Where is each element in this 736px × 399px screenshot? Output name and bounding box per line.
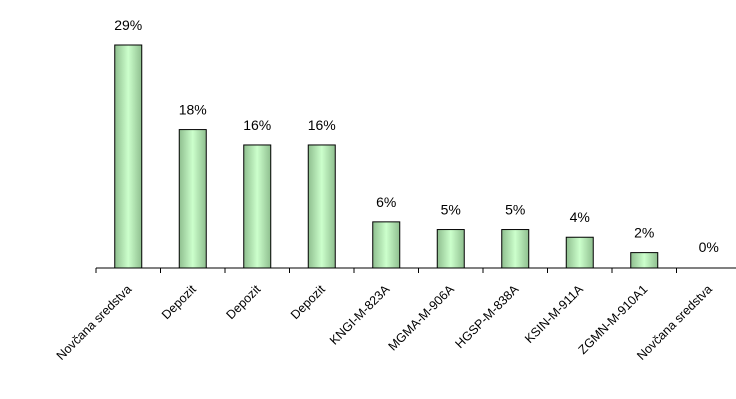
bar — [114, 44, 143, 269]
value-label: 2% — [634, 225, 654, 241]
bar — [372, 221, 401, 269]
value-label: 16% — [308, 117, 336, 133]
category-label: Depozit — [223, 282, 263, 322]
value-label: 0% — [699, 239, 719, 255]
bar — [243, 144, 272, 269]
category-label: MGMA-M-906A — [386, 282, 458, 354]
bar — [307, 144, 336, 269]
category-label: Depozit — [159, 282, 199, 322]
value-label: 6% — [376, 194, 396, 210]
value-label: 4% — [570, 209, 590, 225]
category-label: KNGI-M-823A — [327, 282, 393, 348]
bar — [178, 129, 207, 269]
bars-group — [114, 44, 659, 269]
bar — [630, 252, 659, 269]
bar — [565, 236, 594, 269]
value-label: 5% — [441, 202, 461, 218]
category-label: KSIN-M-911A — [522, 282, 586, 346]
x-axis-ticks-group — [95, 268, 677, 273]
category-label: Novčana sredstva — [54, 282, 135, 363]
value-label: 29% — [114, 17, 142, 33]
bar — [436, 229, 465, 269]
category-label: ZGMN-M-910A1 — [576, 282, 651, 357]
value-labels-group: 29% 18% 16% 16% 6% 5% 5% 4% 2% 0% — [114, 17, 719, 255]
value-label: 18% — [179, 102, 207, 118]
category-labels-group: Novčana sredstva Depozit Depozit Depozit KNG… — [54, 282, 715, 363]
value-label: 16% — [243, 117, 271, 133]
value-label: 5% — [505, 202, 525, 218]
bar — [501, 229, 530, 269]
category-label: HGSP-M-838A — [453, 282, 522, 351]
category-label: Depozit — [288, 282, 328, 322]
